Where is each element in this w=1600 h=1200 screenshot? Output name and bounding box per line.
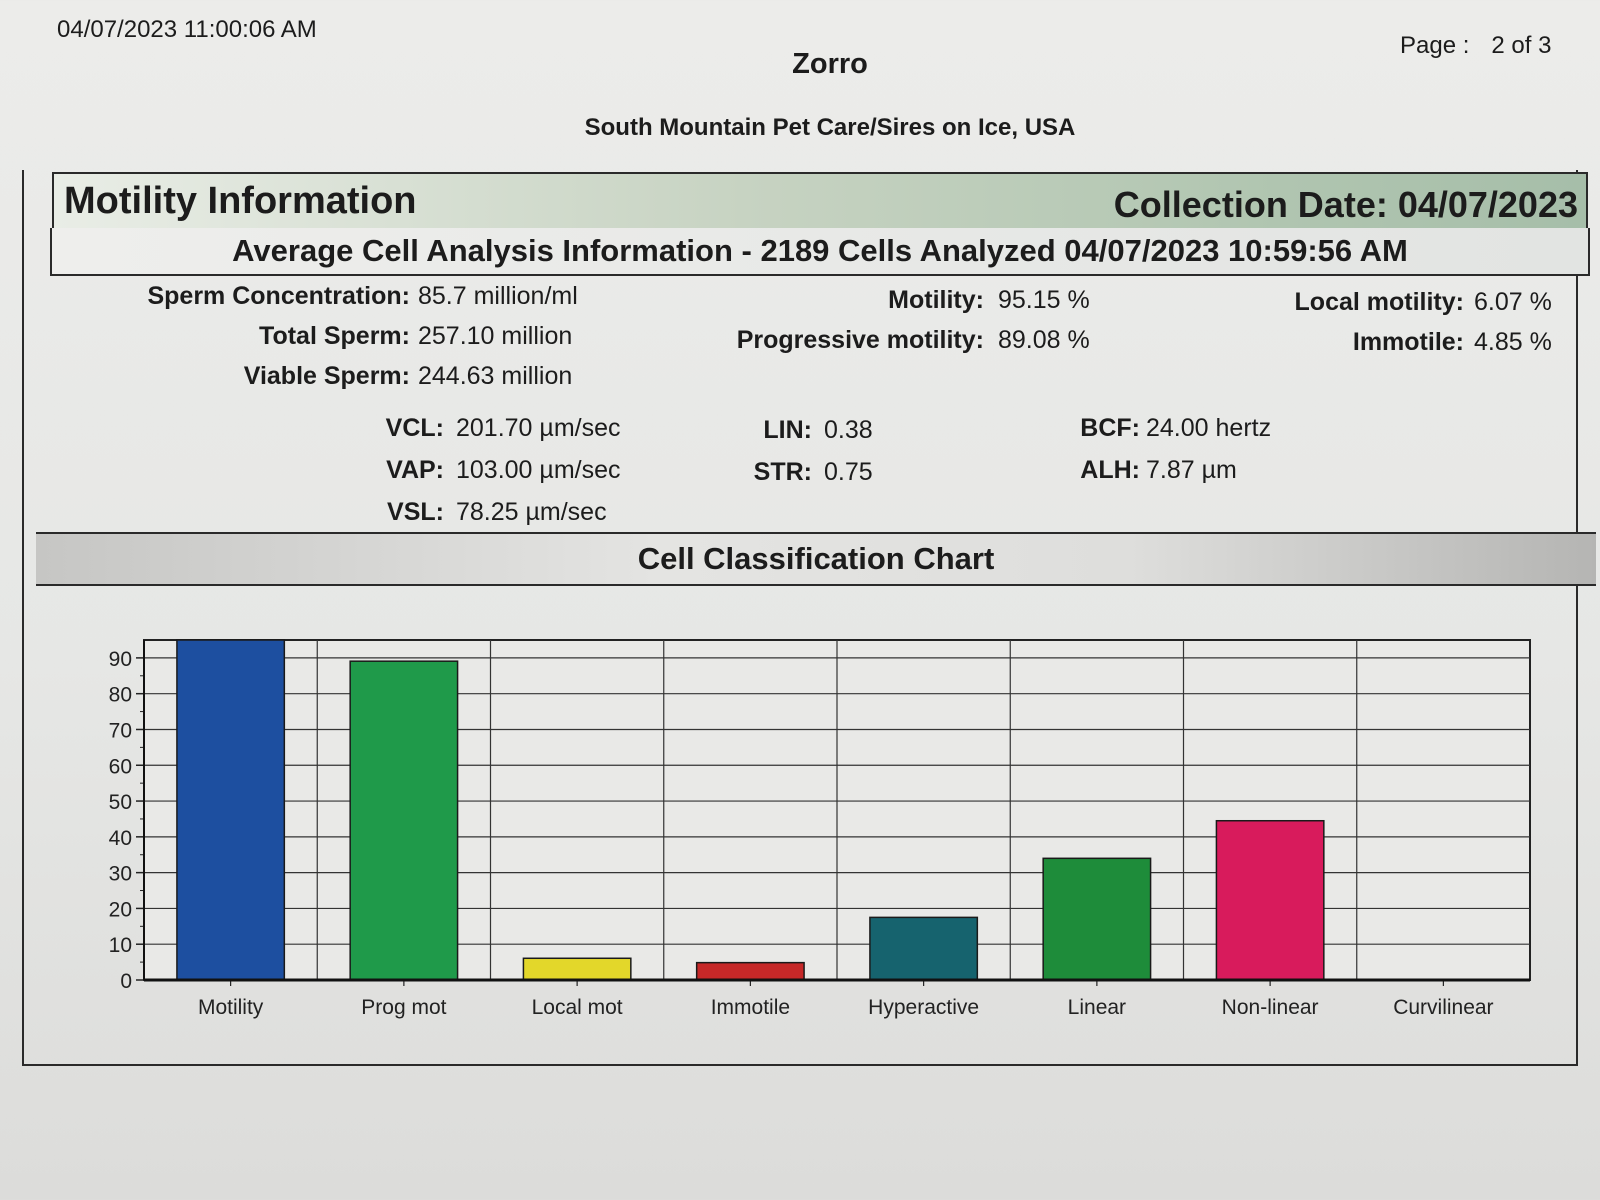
vsl-value: 78.25 µm/sec xyxy=(456,498,607,526)
bar-local-mot xyxy=(522,957,632,981)
y-tick-label: 0 xyxy=(120,970,132,993)
vcl-label: VCL: xyxy=(385,414,444,442)
x-tick-label: Immotile xyxy=(711,996,790,1019)
y-tick-label: 30 xyxy=(109,863,132,886)
str-value: 0.75 xyxy=(824,458,873,486)
motility-value: 95.15 % xyxy=(998,286,1090,314)
bar-prog-mot xyxy=(349,660,459,981)
sperm-concentration-label: Sperm Concentration: xyxy=(147,282,410,310)
bar-linear xyxy=(1042,857,1152,981)
report-timestamp: 04/07/2023 11:00:06 AM xyxy=(57,16,317,43)
x-tick-label: Prog mot xyxy=(361,996,446,1019)
page-value: 2 of 3 xyxy=(1491,32,1552,59)
x-tick-label: Local mot xyxy=(532,996,623,1019)
lin-value: 0.38 xyxy=(824,416,873,444)
page-label: Page : xyxy=(1400,32,1470,59)
y-tick-label: 90 xyxy=(109,648,132,671)
alh-label: ALH: xyxy=(1080,456,1140,484)
y-tick-label: 10 xyxy=(109,934,132,957)
vap-value: 103.00 µm/sec xyxy=(456,456,621,484)
total-sperm-value: 257.10 million xyxy=(418,322,573,350)
str-label: STR: xyxy=(753,458,812,486)
cell-classification-chart: 0 10 20 30 40 50 60 70 80 90 Motility Prog mot Local… xyxy=(109,639,1531,1019)
x-tick-label: Linear xyxy=(1068,996,1126,1019)
x-tick-label: Motility xyxy=(198,996,264,1019)
average-analysis-header: Average Cell Analysis Information - 2189… xyxy=(50,228,1590,276)
x-tick-label: Hyperactive xyxy=(868,996,979,1019)
report-title: Zorro xyxy=(792,48,868,80)
progressive-motility-label: Progressive motility: xyxy=(736,326,984,354)
sperm-concentration-value: 85.7 million/ml xyxy=(418,282,578,310)
motility-info-header: Motility Information Collection Date: 04… xyxy=(52,172,1588,230)
bar-motility xyxy=(176,639,286,981)
vcl-value: 201.70 µm/sec xyxy=(456,414,621,442)
report-frame xyxy=(22,170,1578,1066)
viable-sperm-value: 244.63 million xyxy=(418,362,573,390)
viable-sperm-label: Viable Sperm: xyxy=(243,362,410,390)
bcf-label: BCF: xyxy=(1080,414,1140,442)
x-tick-label: Non-linear xyxy=(1222,996,1319,1019)
y-tick-label: 40 xyxy=(109,827,132,850)
local-motility-value: 6.07 % xyxy=(1474,288,1552,316)
page-indicator: Page : 2 of 3 xyxy=(1400,32,1551,60)
collection-date: Collection Date: 04/07/2023 xyxy=(1113,184,1578,225)
y-tick-label: 80 xyxy=(109,684,132,707)
clinic-name: South Mountain Pet Care/Sires on Ice, US… xyxy=(584,114,1076,141)
progressive-motility-value: 89.08 % xyxy=(998,326,1090,354)
y-tick-label: 20 xyxy=(109,898,132,921)
bar-immotile xyxy=(695,961,805,981)
immotile-value: 4.85 % xyxy=(1474,328,1552,356)
chart-title: Cell Classification Chart xyxy=(36,532,1596,586)
bcf-value: 24.00 hertz xyxy=(1146,414,1272,442)
vsl-label: VSL: xyxy=(387,498,444,526)
local-motility-label: Local motility: xyxy=(1294,288,1464,316)
vap-label: VAP: xyxy=(386,456,444,484)
y-tick-label: 70 xyxy=(109,719,132,742)
immotile-label: Immotile: xyxy=(1352,328,1464,356)
motility-label: Motility: xyxy=(888,286,984,314)
bar-non-linear xyxy=(1215,819,1325,981)
lin-label: LIN: xyxy=(763,416,812,444)
y-tick-label: 60 xyxy=(109,755,132,778)
total-sperm-label: Total Sperm: xyxy=(259,322,410,350)
y-tick-label: 50 xyxy=(109,791,132,814)
alh-value: 7.87 µm xyxy=(1146,456,1237,484)
motility-info-title: Motility Information xyxy=(64,180,417,222)
bar-hyperactive xyxy=(869,916,979,981)
x-tick-label: Curvilinear xyxy=(1393,996,1493,1019)
